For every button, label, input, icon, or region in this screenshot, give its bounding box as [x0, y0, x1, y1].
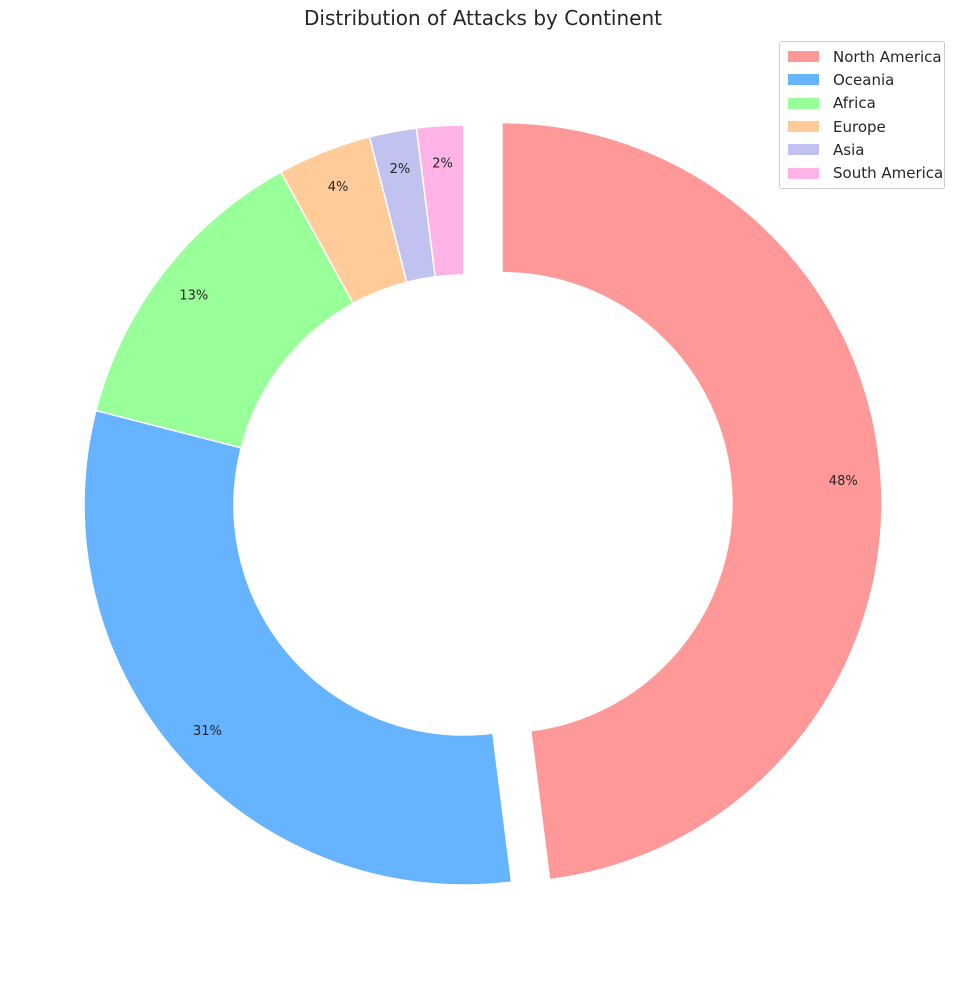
- legend-label: North America: [833, 47, 942, 66]
- legend-label: Europe: [833, 117, 886, 136]
- slice-label-north-america: 48%: [829, 474, 858, 489]
- slice-africa: [95, 170, 355, 449]
- legend-item-south-america: South America: [780, 161, 944, 184]
- legend-swatch: [788, 121, 819, 133]
- donut-slices: [83, 121, 883, 886]
- legend-label: Asia: [833, 140, 865, 159]
- legend-swatch: [788, 144, 819, 156]
- legend-item-asia: Asia: [780, 138, 944, 161]
- legend-swatch: [788, 97, 819, 109]
- legend-item-europe: Europe: [780, 115, 944, 138]
- slice-south-america: [415, 124, 465, 278]
- slice-label-africa: 13%: [179, 288, 208, 303]
- legend-label: Oceania: [833, 70, 895, 89]
- slice-oceania: [83, 409, 513, 886]
- slice-label-south-america: 2%: [432, 157, 453, 172]
- legend-item-north-america: North America: [780, 45, 944, 68]
- legend-swatch: [788, 167, 819, 179]
- slice-label-asia: 2%: [390, 162, 411, 177]
- legend-swatch: [788, 74, 819, 86]
- slice-label-europe: 4%: [328, 180, 349, 195]
- legend-label: Africa: [833, 94, 876, 113]
- percentage-labels: 48% 31% 13% 4% 2% 2%: [179, 157, 857, 739]
- legend-swatch: [788, 51, 819, 63]
- legend: North America Oceania Africa Europe Asia Sout…: [779, 41, 945, 189]
- slice-label-oceania: 31%: [193, 724, 222, 739]
- legend-item-oceania: Oceania: [780, 68, 944, 91]
- legend-label: South America: [833, 164, 944, 183]
- slice-north-america: [501, 121, 883, 881]
- legend-item-africa: Africa: [780, 92, 944, 115]
- chart-title: Distribution of Attacks by Continent: [304, 6, 662, 30]
